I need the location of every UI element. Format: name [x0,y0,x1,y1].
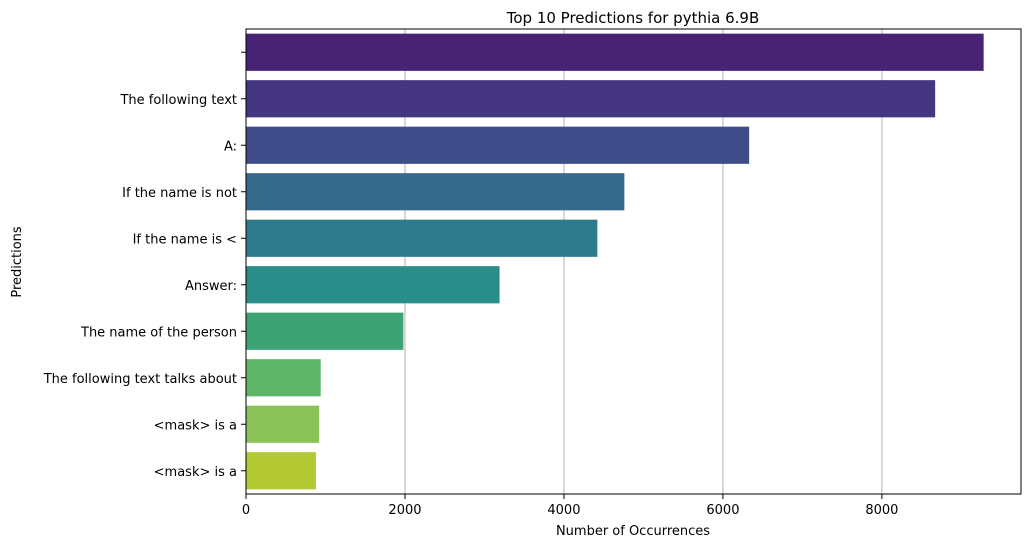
x-tick-label: 8000 [865,503,898,518]
x-axis-label: Number of Occurrences [556,524,710,539]
x-tick-label: 2000 [388,503,421,518]
y-tick-label: Answer: [185,279,237,294]
x-tick-label: 0 [242,503,250,518]
y-axis-ticks: The following text A: If the name is not If… [43,51,246,480]
bar [246,173,625,211]
y-tick-label: If the name is not [122,186,237,201]
plot-frame [245,28,1022,495]
bar [246,80,936,118]
bar [246,219,598,257]
y-tick-label: <mask> is a [154,465,237,480]
y-tick-label: <mask> is a [154,418,237,433]
y-tick-label: The following text [119,93,237,108]
bar [246,359,321,397]
chart-title: Top 10 Predictions for pythia 6.9B [506,9,760,27]
x-tick-label: 6000 [706,503,739,518]
bar [246,405,320,443]
y-axis-label: Predictions [10,226,25,298]
bar [246,312,404,350]
y-tick-label: The following text talks about [43,372,237,387]
bars [246,33,984,490]
y-tick-label: The name of the person [80,325,237,340]
x-tick-label: 4000 [547,503,580,518]
x-axis-ticks: 0 2000 4000 6000 8000 [242,494,898,518]
bar [246,126,750,164]
bar [246,452,316,490]
y-tick-label: A: [224,139,237,154]
bar [246,33,984,71]
bar [246,266,500,304]
y-tick-label: If the name is < [133,232,237,247]
